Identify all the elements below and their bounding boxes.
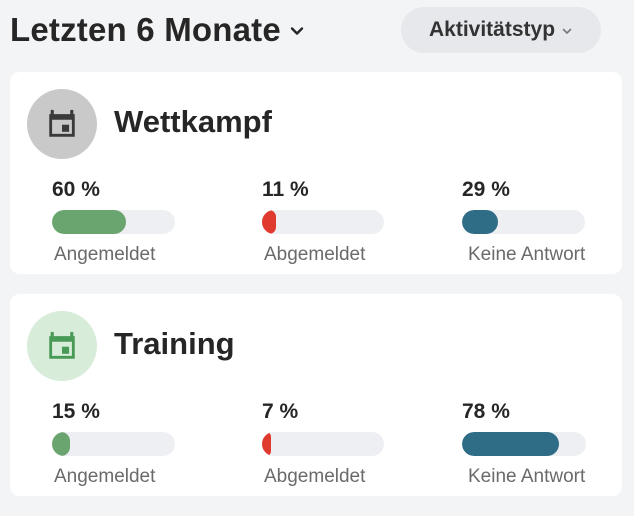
header: Letzten 6 Monate Aktivitätstyp <box>0 0 634 64</box>
stat-caption: Keine Antwort <box>468 244 586 265</box>
period-dropdown[interactable]: Letzten 6 Monate <box>10 8 305 52</box>
period-label: Letzten 6 Monate <box>10 11 281 48</box>
stat-percent: 11 % <box>262 178 309 201</box>
progress-track <box>52 432 175 456</box>
calendar-event-icon <box>49 331 75 359</box>
progress-fill <box>262 210 276 234</box>
stat-percent: 29 % <box>462 178 510 201</box>
progress-fill <box>52 432 71 456</box>
progress-track <box>262 210 384 234</box>
progress-fill <box>52 210 126 234</box>
stat-caption: Angemeldet <box>54 244 156 265</box>
stat-caption: Keine Antwort <box>468 466 586 487</box>
progress-track <box>52 210 175 234</box>
progress-fill <box>462 210 498 234</box>
activity-avatar <box>27 89 97 159</box>
activity-type-label: Aktivitätstyp <box>428 18 556 41</box>
calendar-event-icon <box>49 109 75 137</box>
activity-type-filter[interactable]: Aktivitätstyp <box>401 7 601 53</box>
stat-caption: Abgemeldet <box>264 244 366 265</box>
progress-track <box>262 432 384 456</box>
stat-caption: Angemeldet <box>54 466 156 487</box>
progress-track <box>462 432 586 456</box>
activity-card-training[interactable]: Training 15 % Angemeldet 7 % Abgemeldet … <box>10 294 622 496</box>
chevron-down-icon <box>562 28 572 34</box>
stat-percent: 7 % <box>262 400 299 423</box>
activity-avatar <box>27 311 97 381</box>
stat-percent: 78 % <box>462 400 510 423</box>
stat-percent: 15 % <box>52 400 100 423</box>
card-title: Wettkampf <box>114 104 272 139</box>
progress-fill <box>462 432 559 456</box>
chevron-down-icon <box>290 27 304 35</box>
progress-track <box>462 210 585 234</box>
stat-caption: Abgemeldet <box>264 466 366 487</box>
activity-card-wettkampf[interactable]: Wettkampf 60 % Angemeldet 11 % Abgemelde… <box>10 72 622 274</box>
progress-fill <box>262 432 271 456</box>
stat-percent: 60 % <box>52 178 100 201</box>
card-title: Training <box>114 326 235 361</box>
